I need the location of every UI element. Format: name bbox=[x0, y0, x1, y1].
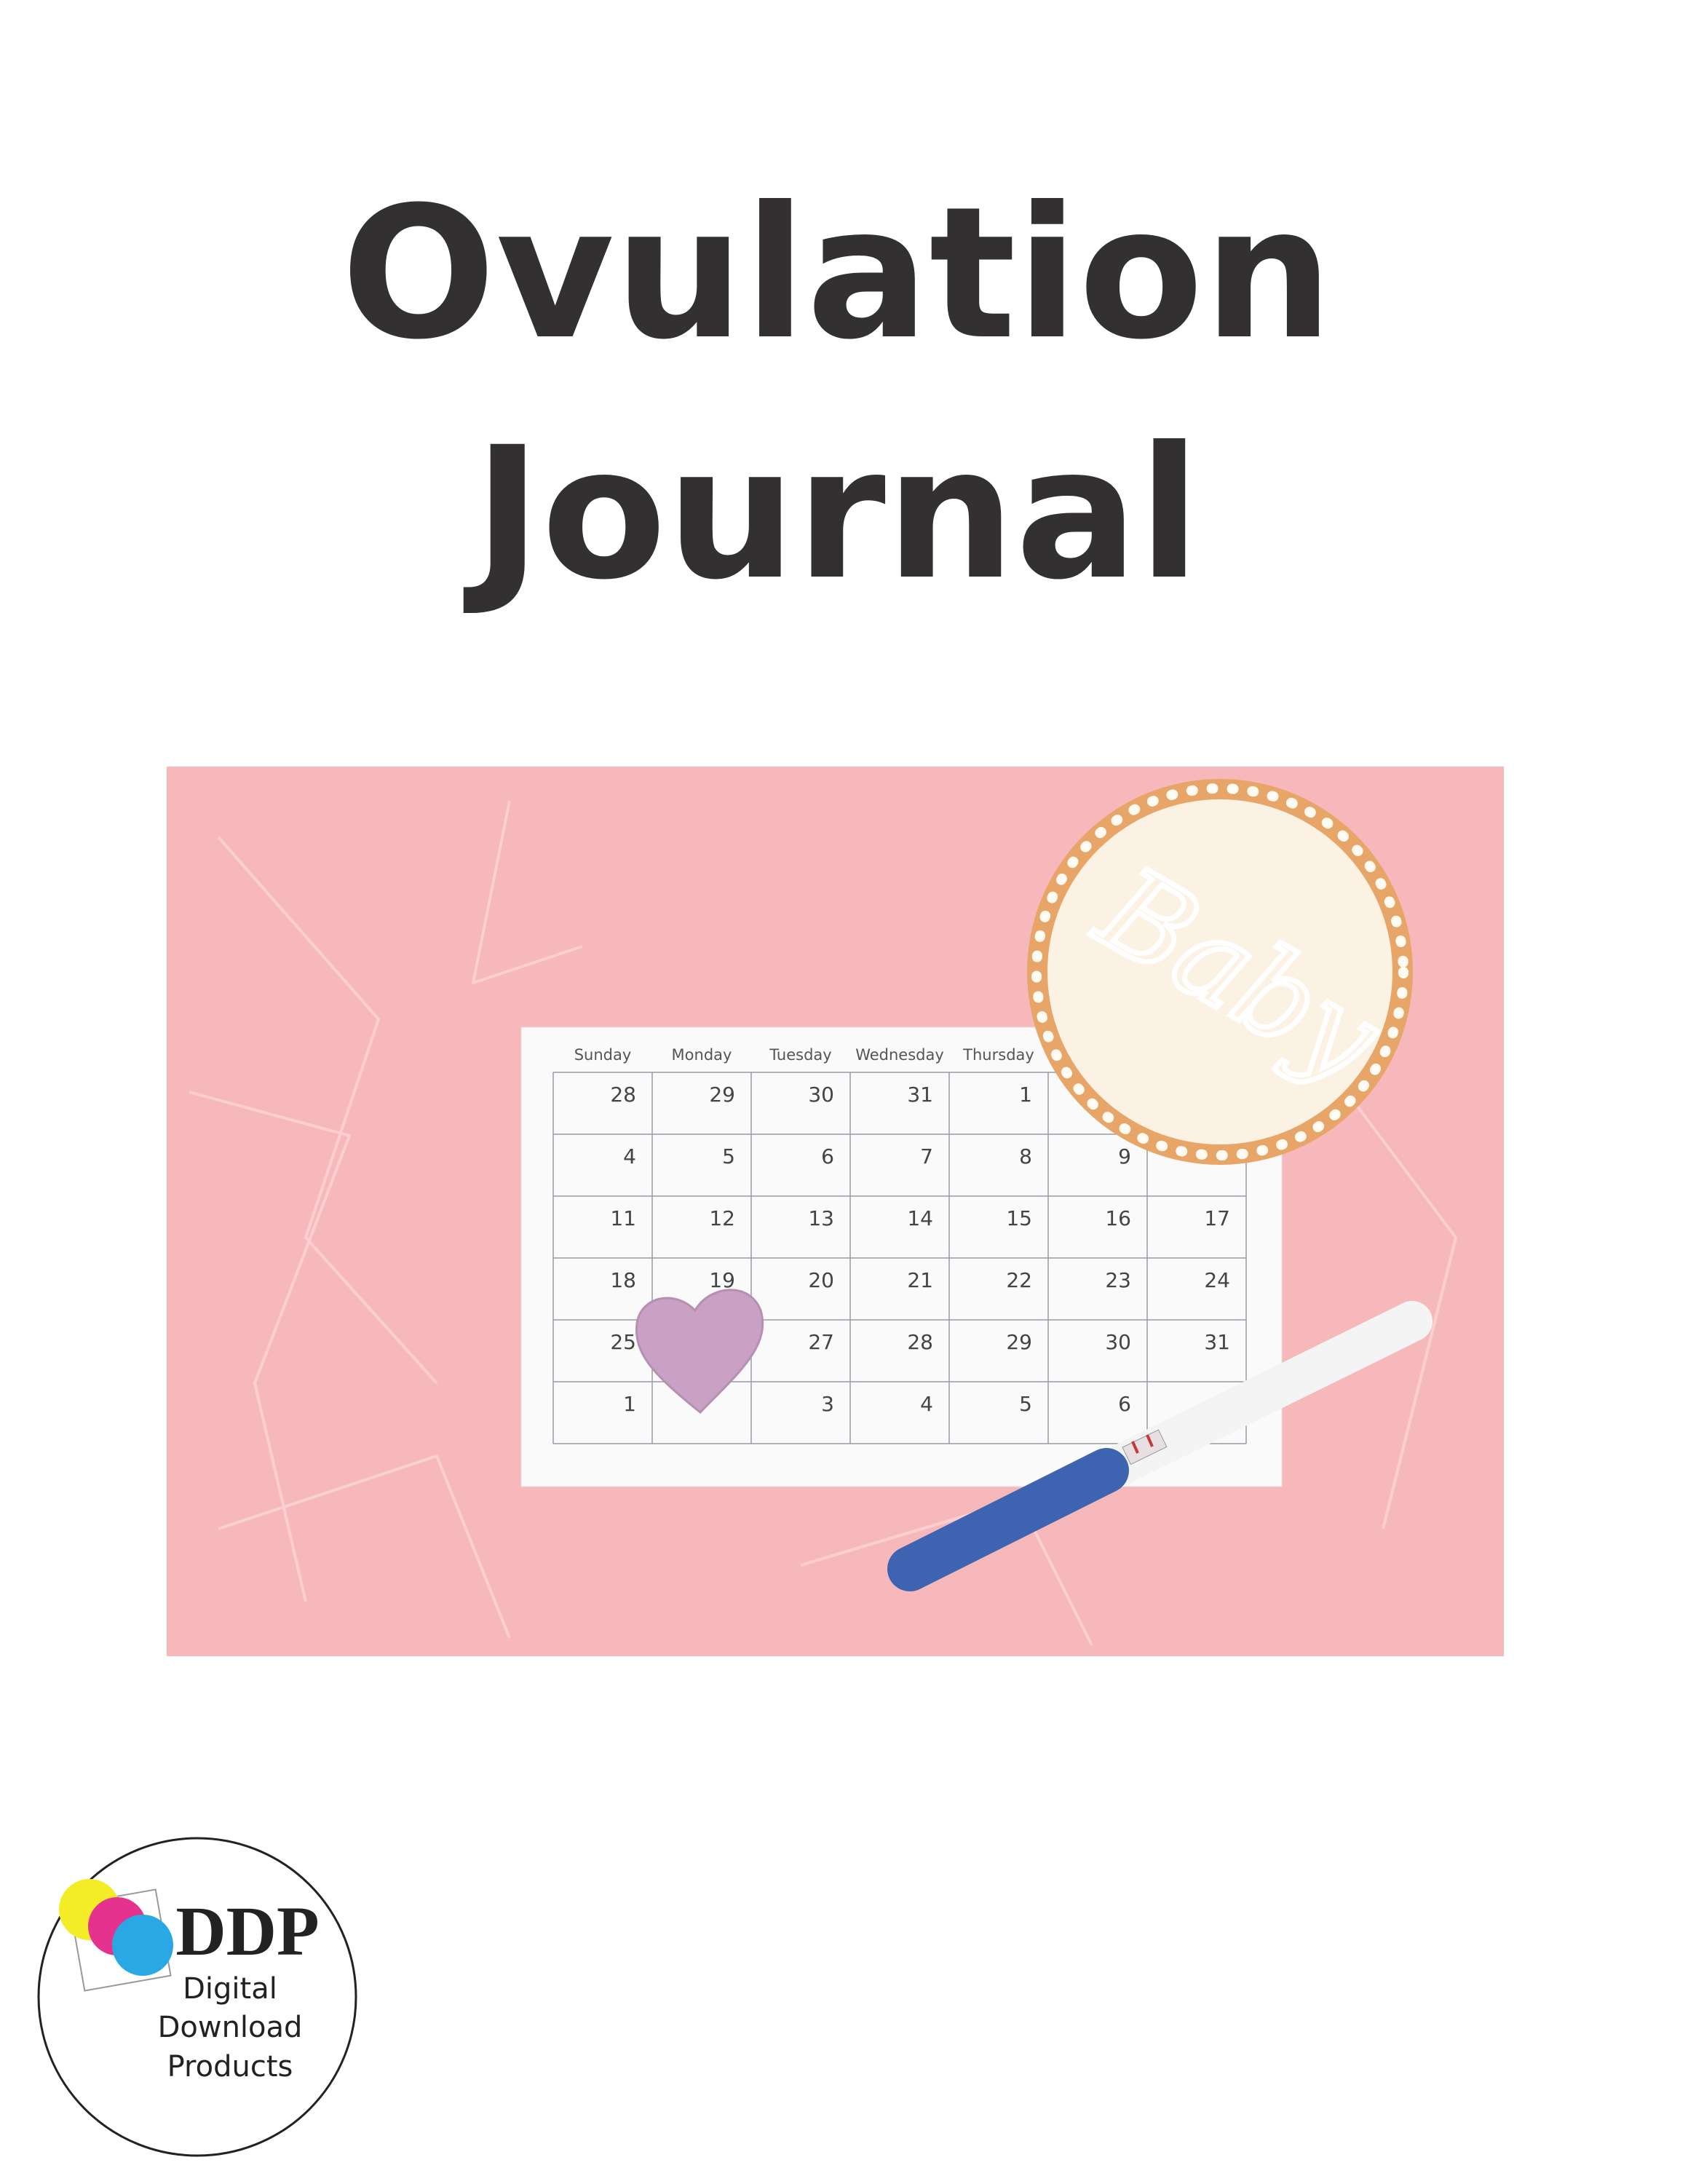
logo: DDP Digital Download Products bbox=[39, 1838, 356, 2156]
day-number: 16 bbox=[1105, 1206, 1131, 1230]
day-number: 5 bbox=[1019, 1392, 1032, 1416]
title-line: Ovulation bbox=[341, 167, 1334, 379]
logo-mark: DDP bbox=[175, 1892, 319, 1970]
logo-text: Download bbox=[158, 2011, 303, 2044]
day-number: 5 bbox=[722, 1144, 735, 1168]
day-number: 31 bbox=[907, 1083, 933, 1107]
weekday-label: Monday bbox=[672, 1046, 732, 1064]
day-number: 22 bbox=[1006, 1268, 1032, 1292]
day-number: 4 bbox=[920, 1392, 933, 1416]
day-number: 30 bbox=[1105, 1330, 1131, 1354]
logo-text: Products bbox=[167, 2050, 293, 2084]
day-number: 7 bbox=[920, 1144, 933, 1168]
day-number: 4 bbox=[623, 1144, 636, 1168]
day-number: 25 bbox=[610, 1330, 636, 1354]
day-number: 11 bbox=[610, 1206, 636, 1230]
logo-dot bbox=[112, 1915, 173, 1976]
day-number: 29 bbox=[709, 1083, 735, 1107]
day-number: 18 bbox=[610, 1268, 636, 1292]
weekday-label: Tuesday bbox=[769, 1046, 831, 1064]
day-number: 27 bbox=[808, 1330, 834, 1354]
day-number: 3 bbox=[821, 1392, 834, 1416]
day-number: 17 bbox=[1204, 1206, 1230, 1230]
day-number: 1 bbox=[1019, 1083, 1032, 1107]
page: Ovulation Journal Sunday Monday Tuesday Wed… bbox=[0, 0, 1688, 2184]
day-number: 1 bbox=[623, 1392, 636, 1416]
day-number: 30 bbox=[808, 1083, 834, 1107]
title-line: Journal bbox=[463, 408, 1200, 620]
day-number: 12 bbox=[709, 1206, 735, 1230]
day-number: 24 bbox=[1204, 1268, 1230, 1292]
day-number: 28 bbox=[907, 1330, 933, 1354]
day-number: 23 bbox=[1105, 1268, 1131, 1292]
day-number: 31 bbox=[1204, 1330, 1230, 1354]
day-number: 8 bbox=[1019, 1144, 1032, 1168]
day-number: 21 bbox=[907, 1268, 933, 1292]
weekday-label: Thursday bbox=[962, 1046, 1034, 1064]
day-number: 14 bbox=[907, 1206, 933, 1230]
logo-text: Digital bbox=[183, 1972, 277, 2006]
day-number: 9 bbox=[1118, 1144, 1131, 1168]
weekday-label: Sunday bbox=[574, 1046, 632, 1064]
day-number: 15 bbox=[1006, 1206, 1032, 1230]
photo: Sunday Monday Tuesday Wednesday Thursday 28 29… bbox=[167, 767, 1504, 1656]
day-number: 20 bbox=[808, 1268, 834, 1292]
day-number: 6 bbox=[821, 1144, 834, 1168]
day-number: 13 bbox=[808, 1206, 834, 1230]
day-number: 19 bbox=[709, 1268, 735, 1292]
day-number: 28 bbox=[610, 1083, 636, 1107]
day-number: 29 bbox=[1006, 1330, 1032, 1354]
cookie: Baby bbox=[1027, 779, 1413, 1165]
cover: Ovulation Journal Sunday Monday Tuesday Wed… bbox=[0, 0, 1688, 2184]
weekday-label: Wednesday bbox=[855, 1046, 944, 1064]
day-number: 6 bbox=[1118, 1392, 1131, 1416]
